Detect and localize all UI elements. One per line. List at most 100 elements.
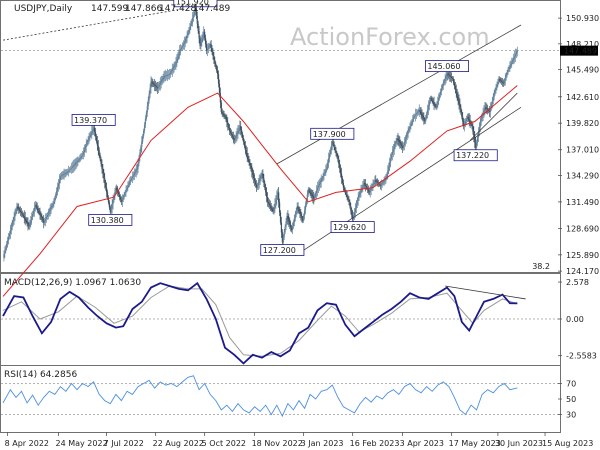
candle-body (249, 162, 251, 166)
candle-body (460, 107, 462, 112)
candle-body (378, 183, 381, 185)
candle-body (439, 91, 442, 95)
rsi-tick-label: 70 (566, 380, 576, 389)
candle-body (507, 69, 509, 73)
candle-body (207, 47, 209, 49)
candle-body (240, 126, 242, 131)
candle-body (447, 73, 449, 75)
price-tick-label: 134.290 (566, 171, 599, 180)
candle-body (134, 171, 136, 174)
candle-body (321, 178, 323, 181)
candle-body (73, 164, 75, 166)
candle-body (269, 204, 271, 207)
candle-body (56, 190, 58, 195)
candle-body (345, 192, 347, 195)
candle-body (100, 159, 102, 164)
candle-body (502, 82, 505, 84)
candle-body (354, 208, 357, 213)
candle-body (406, 133, 408, 137)
candle-body (264, 182, 266, 188)
candle-body (259, 178, 261, 181)
candle-body (227, 122, 229, 126)
rsi-line (2, 375, 518, 418)
candle-body (13, 216, 15, 221)
candle-body (243, 141, 246, 146)
candle-body (418, 110, 420, 112)
candle-body (341, 178, 344, 183)
candle-body (109, 207, 111, 213)
candle-body (133, 173, 135, 176)
candle-body (263, 178, 265, 183)
candle-body (299, 211, 301, 214)
candle-body (19, 209, 21, 211)
candle-body (85, 144, 87, 147)
candle-body (314, 196, 316, 199)
candle-body (512, 60, 514, 62)
candle-body (298, 208, 300, 212)
candle-body (16, 206, 18, 210)
candle-body (396, 138, 398, 142)
candle-body (350, 206, 352, 211)
candle-body (356, 200, 358, 205)
candle-body (107, 197, 110, 203)
candle-body (324, 171, 326, 174)
candle-body (290, 224, 292, 228)
candle-body (433, 102, 435, 105)
candle-body (348, 199, 350, 202)
candle-body (374, 180, 376, 183)
candle-body (183, 42, 185, 45)
candle-body (224, 115, 226, 117)
candle-body (79, 158, 81, 160)
candle-body (182, 44, 184, 46)
callout-box (88, 214, 133, 226)
rsi-tick-label: 50 (566, 395, 576, 404)
candle-body (195, 8, 197, 17)
candle-body (480, 118, 482, 122)
candle-body (403, 142, 406, 146)
candle-body (466, 116, 468, 120)
candle-body (443, 80, 445, 84)
candle-body (282, 237, 284, 243)
callout-label: 137.220 (456, 151, 489, 160)
date-tick-label: 8 Apr 2022 (5, 439, 49, 448)
macd-signal-line (2, 285, 518, 357)
candle-body (179, 50, 181, 54)
candle-body (181, 45, 184, 48)
candle-body (450, 76, 452, 78)
candle-body (202, 35, 204, 39)
candle-body (135, 170, 137, 172)
candle-body (364, 182, 366, 185)
candle-body (444, 78, 446, 81)
candle-body (411, 121, 413, 124)
candle-body (449, 75, 451, 77)
candle-body (315, 190, 318, 194)
candle-body (252, 171, 254, 176)
candle-body (180, 48, 182, 51)
candle-body (336, 153, 338, 157)
callout-box (71, 114, 116, 126)
callout-label: 130.380 (91, 216, 124, 225)
candle-body (309, 191, 311, 193)
candle-body (391, 151, 394, 155)
ohlc-open: 147.599 (91, 4, 128, 14)
candle-body (26, 221, 28, 223)
candle-body (317, 185, 320, 188)
date-tick-label: 15 Aug 2023 (542, 439, 593, 448)
macd-tick-label: 0.00 (566, 315, 584, 324)
candle-body (513, 58, 515, 60)
candle-body (485, 107, 487, 109)
candle-body (12, 220, 14, 224)
candle-body (459, 103, 461, 108)
candle-body (7, 240, 9, 244)
candle-body (210, 43, 212, 48)
candle-body (145, 112, 147, 119)
candle-body (151, 81, 153, 83)
candle-body (78, 159, 80, 161)
candle-body (454, 86, 456, 90)
candle-body (435, 105, 437, 108)
candle-body (173, 66, 175, 68)
candle-body (373, 182, 375, 185)
candle-body (469, 120, 471, 123)
candle-body (170, 71, 172, 73)
